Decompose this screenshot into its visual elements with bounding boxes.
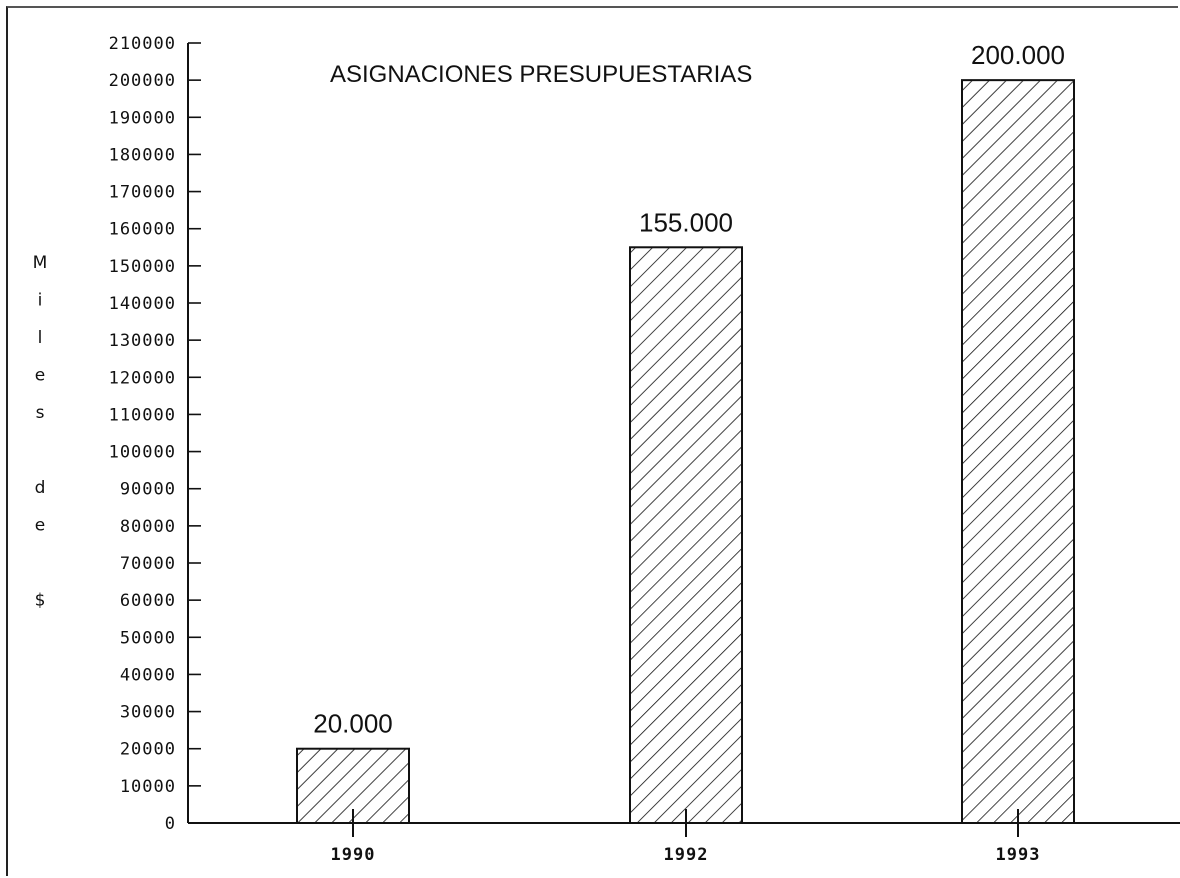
y-axis-label-char: s <box>36 403 45 423</box>
y-tick-label: 110000 <box>109 405 176 425</box>
x-tick-label: 1992 <box>664 845 709 865</box>
y-axis-label-char: e <box>35 366 45 386</box>
y-tick-label: 40000 <box>120 665 176 685</box>
bar-1992 <box>629 246 743 825</box>
y-tick-label: 70000 <box>120 554 176 574</box>
y-axis-label-char: d <box>35 478 46 498</box>
y-axis-label-char: l <box>38 328 43 348</box>
y-tick-label: 180000 <box>109 145 176 165</box>
y-tick-label: 0 <box>165 814 176 834</box>
chart-frame <box>6 6 1178 876</box>
y-tick-label: 150000 <box>109 257 176 277</box>
y-axis-label-char: M <box>33 253 48 273</box>
y-tick-label: 100000 <box>109 443 176 463</box>
y-axis: 0 10000 20000 30000 40000 50000 60000 70000 8000… <box>109 34 201 834</box>
y-tick-label: 160000 <box>109 220 176 240</box>
data-label-1990: 20.000 <box>313 709 393 739</box>
y-axis-label-char: e <box>35 516 45 536</box>
chart-title: ASIGNACIONES PRESUPUESTARIAS <box>330 61 752 88</box>
y-tick-label: 60000 <box>120 591 176 611</box>
y-tick-label: 200000 <box>109 71 176 91</box>
y-tick-label: 80000 <box>120 517 176 537</box>
data-label-1992: 155.000 <box>639 207 733 237</box>
x-tick-label: 1993 <box>996 845 1041 865</box>
y-tick-label: 50000 <box>120 628 176 648</box>
y-tick-label: 190000 <box>109 108 176 128</box>
data-label-1993: 200.000 <box>971 40 1065 70</box>
y-axis-label-char: $ <box>35 591 46 611</box>
y-tick-label: 120000 <box>109 368 176 388</box>
y-tick-label: 30000 <box>120 703 176 723</box>
bar-1993 <box>961 79 1075 824</box>
x-axis: 1990 1992 1993 <box>188 809 1180 865</box>
y-tick-label: 10000 <box>120 777 176 797</box>
y-tick-label: 20000 <box>120 740 176 760</box>
y-tick-label: 210000 <box>109 34 176 54</box>
y-tick-label: 90000 <box>120 480 176 500</box>
y-axis-label-char: i <box>38 291 43 311</box>
y-tick-label: 140000 <box>109 294 176 314</box>
x-tick-label: 1990 <box>331 845 376 865</box>
bars: 20.000 155.000 200.000 <box>296 40 1075 825</box>
y-tick-label: 130000 <box>109 331 176 351</box>
y-tick-label: 170000 <box>109 183 176 203</box>
